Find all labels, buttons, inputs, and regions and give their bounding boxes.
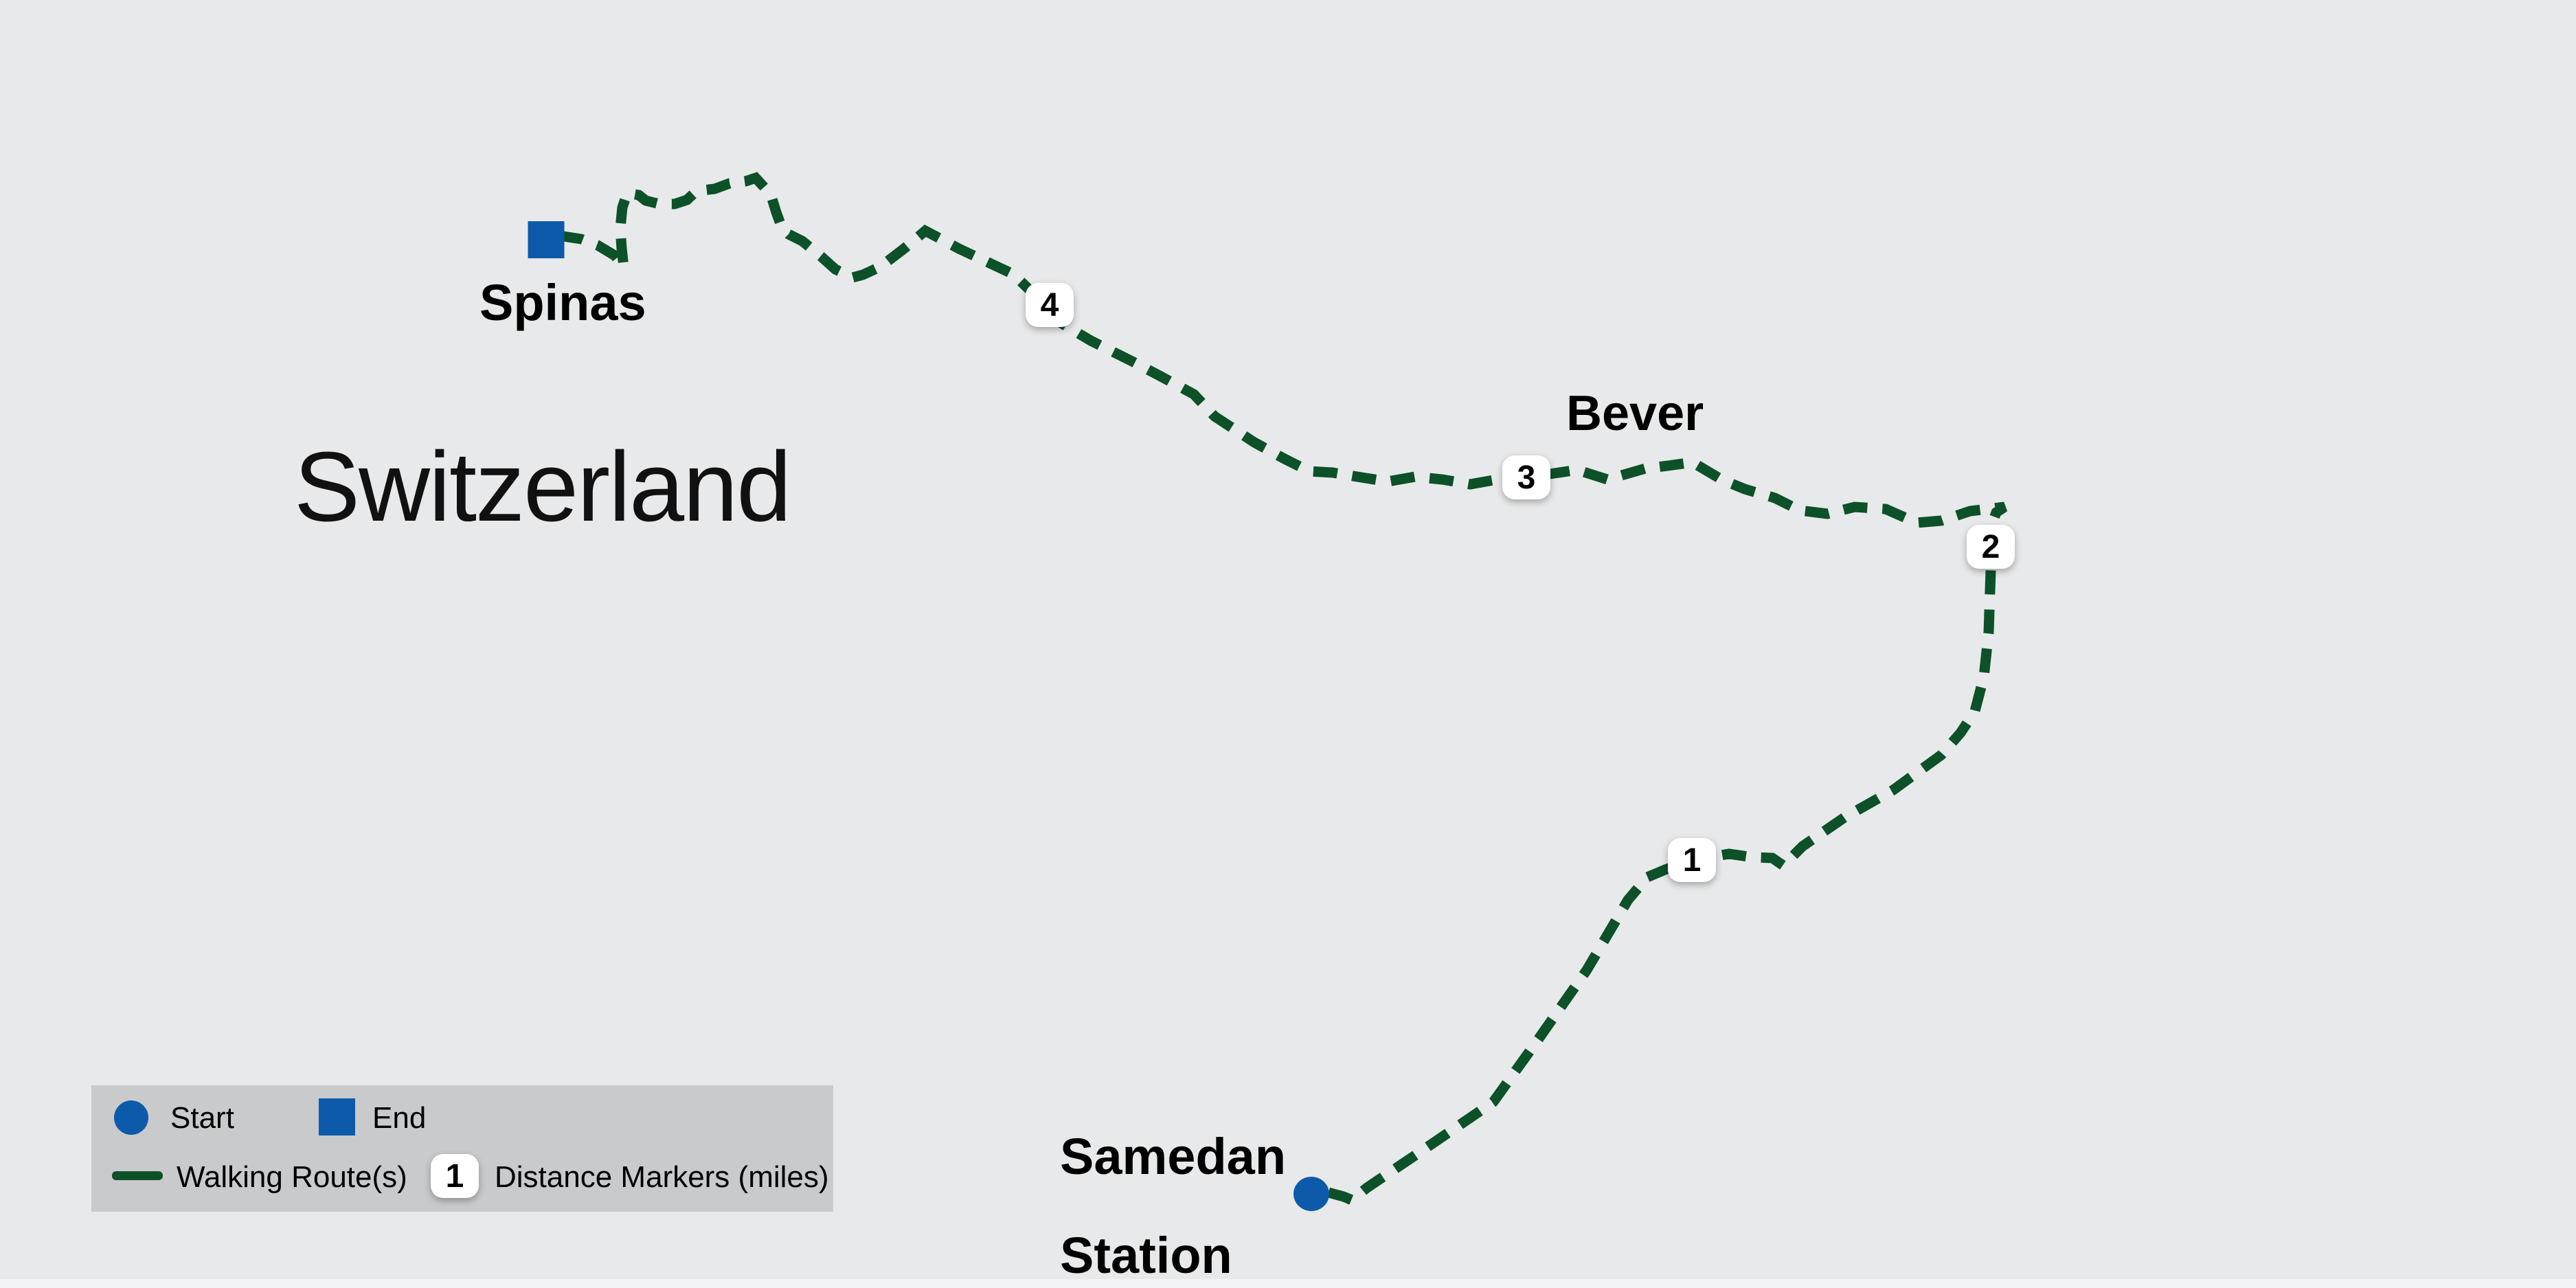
mid-place-label: Bever	[1566, 386, 1704, 441]
legend-route-line-icon	[112, 1171, 163, 1180]
end-marker	[528, 221, 565, 258]
legend-end-square-icon	[319, 1098, 355, 1136]
legend-markers-label: Distance Markers (miles)	[495, 1160, 829, 1194]
end-place-label: Spinas	[479, 274, 646, 331]
bottom-strip	[0, 1279, 2576, 1288]
legend-end-label: End	[372, 1101, 427, 1135]
start-marker	[1293, 1177, 1329, 1211]
walking-route-path	[562, 172, 2008, 1206]
distance-marker-4: 4	[1026, 283, 1074, 327]
legend-start-label: Start	[170, 1101, 234, 1135]
start-place-label: Samedan Station	[1060, 1131, 1286, 1281]
legend-distance-badge-icon: 1	[431, 1154, 479, 1198]
distance-marker-3: 3	[1502, 455, 1550, 499]
legend-route-label: Walking Route(s)	[177, 1160, 407, 1194]
start-place-label-line2: Station	[1060, 1227, 1232, 1284]
legend: Start End Walking Route(s) 1 Distance Ma…	[91, 1085, 833, 1212]
distance-marker-2: 2	[1967, 525, 2015, 569]
distance-marker-1: 1	[1668, 838, 1716, 882]
start-place-label-line1: Samedan	[1060, 1128, 1287, 1185]
country-label: Switzerland	[294, 431, 791, 542]
legend-start-circle-icon	[114, 1100, 148, 1135]
